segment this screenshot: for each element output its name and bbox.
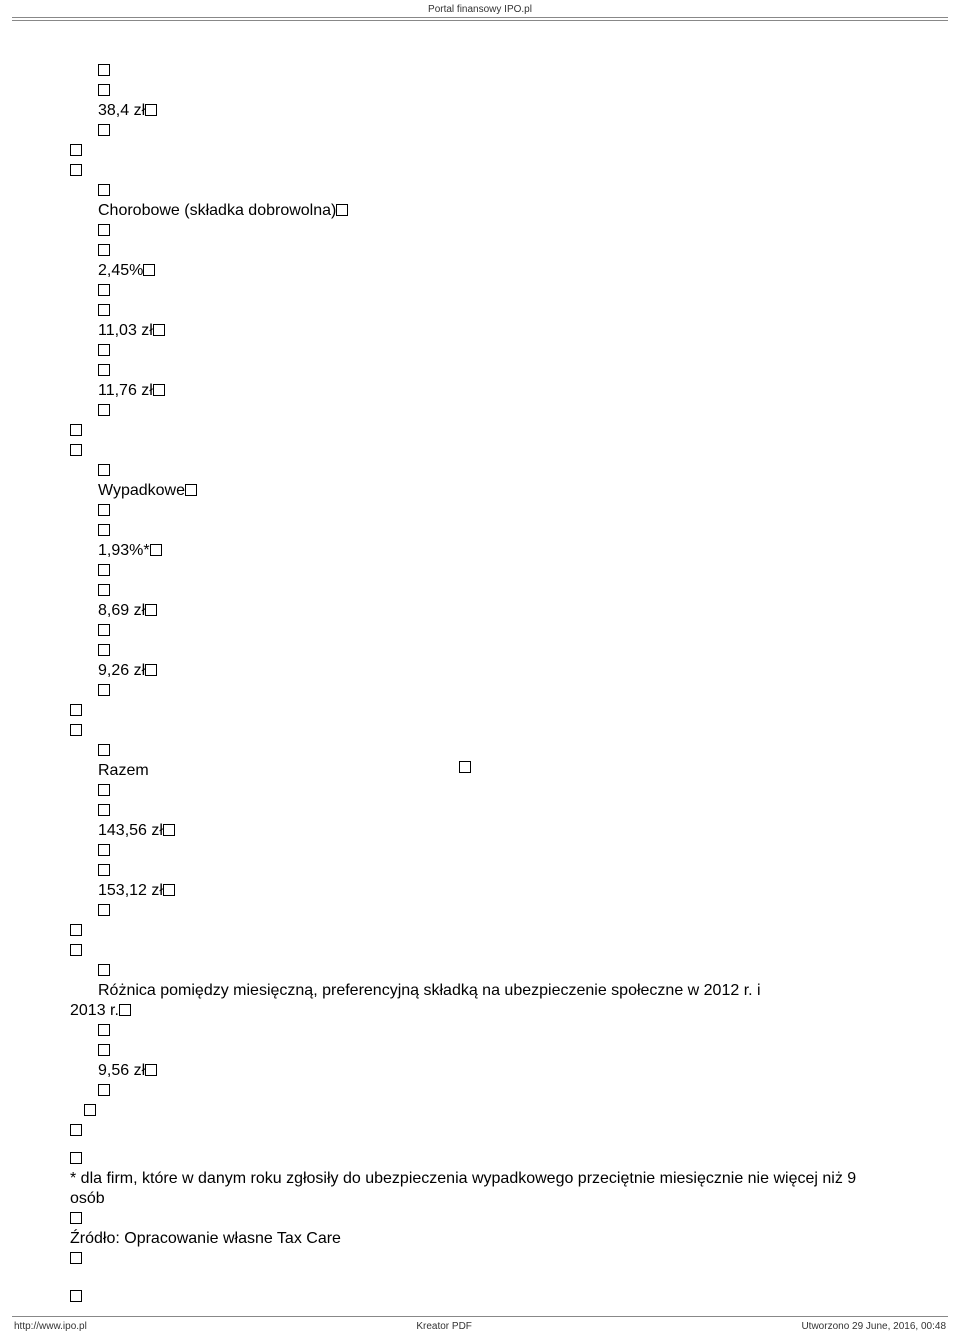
label-text: 2013 r. bbox=[70, 1002, 119, 1019]
box-icon bbox=[98, 864, 110, 876]
box-icon bbox=[70, 1290, 82, 1302]
box-icon bbox=[163, 824, 175, 836]
box-icon bbox=[98, 504, 110, 516]
box-icon bbox=[98, 904, 110, 916]
note-block: * dla firm, które w danym roku zgłosiły … bbox=[70, 1149, 890, 1307]
label-line: Razem bbox=[70, 761, 890, 781]
box-icon bbox=[70, 144, 82, 156]
box-icon bbox=[98, 524, 110, 536]
box-icon bbox=[98, 64, 110, 76]
value-line: 9,56 zł bbox=[70, 1061, 890, 1081]
box-icon bbox=[98, 404, 110, 416]
box-icon bbox=[70, 164, 82, 176]
box-icon bbox=[145, 604, 157, 616]
box-icon bbox=[153, 384, 165, 396]
value-line: 9,26 zł bbox=[70, 661, 890, 681]
box-icon bbox=[98, 1084, 110, 1096]
box-icon bbox=[70, 944, 82, 956]
box-icon bbox=[185, 484, 197, 496]
box-icon bbox=[98, 684, 110, 696]
box-icon bbox=[98, 564, 110, 576]
label-line: Różnica pomiędzy miesięczną, preferencyj… bbox=[70, 981, 890, 1001]
value-text: 143,56 zł bbox=[98, 822, 163, 839]
footnote-text: * dla firm, które w danym roku zgłosiły … bbox=[70, 1169, 890, 1209]
label-line: Chorobowe (składka dobrowolna) bbox=[70, 201, 890, 221]
box-icon bbox=[70, 1124, 82, 1136]
label-text: Różnica pomiędzy miesięczną, preferencyj… bbox=[98, 982, 761, 999]
box-icon bbox=[98, 784, 110, 796]
box-icon bbox=[98, 1044, 110, 1056]
box-icon bbox=[98, 224, 110, 236]
box-icon bbox=[145, 1064, 157, 1076]
value-line: 11,03 zł bbox=[70, 321, 890, 341]
footer: http://www.ipo.pl Kreator PDF Utworzono … bbox=[0, 1316, 960, 1338]
box-icon bbox=[70, 1212, 82, 1224]
label-text: Wypadkowe bbox=[98, 482, 185, 499]
value-text: 11,76 zł bbox=[98, 382, 153, 399]
value-text: 2,45% bbox=[98, 262, 143, 279]
box-icon bbox=[98, 84, 110, 96]
box-icon bbox=[98, 184, 110, 196]
box-icon bbox=[336, 204, 348, 216]
box-icon bbox=[98, 124, 110, 136]
box-icon bbox=[163, 884, 175, 896]
box-icon bbox=[98, 364, 110, 376]
value-line: 8,69 zł bbox=[70, 601, 890, 621]
value-text: 9,56 zł bbox=[98, 1062, 145, 1079]
header-title: Portal finansowy IPO.pl bbox=[0, 0, 960, 17]
box-icon bbox=[459, 761, 471, 773]
box-icon bbox=[98, 964, 110, 976]
footer-right: Utworzono 29 June, 2016, 00:48 bbox=[801, 1321, 946, 1332]
box-icon bbox=[70, 724, 82, 736]
label-text: Razem bbox=[98, 761, 149, 781]
box-icon bbox=[98, 804, 110, 816]
box-icon bbox=[98, 284, 110, 296]
box-icon bbox=[119, 1004, 131, 1016]
box-icon bbox=[145, 104, 157, 116]
source-text: Źródło: Opracowanie własne Tax Care bbox=[70, 1229, 890, 1249]
box-icon bbox=[98, 1024, 110, 1036]
value-line: 143,56 zł bbox=[70, 821, 890, 841]
value-text: 153,12 zł bbox=[98, 882, 163, 899]
page: Portal finansowy IPO.pl 38,4 zł Chorobow… bbox=[0, 0, 960, 1338]
box-icon bbox=[145, 664, 157, 676]
box-icon bbox=[153, 324, 165, 336]
box-icon bbox=[70, 924, 82, 936]
value-line: 153,12 zł bbox=[70, 881, 890, 901]
box-icon bbox=[98, 644, 110, 656]
value-line: 11,76 zł bbox=[70, 381, 890, 401]
box-icon bbox=[98, 844, 110, 856]
header-rule-1 bbox=[12, 17, 948, 18]
footer-center: Kreator PDF bbox=[416, 1321, 472, 1332]
box-icon bbox=[70, 704, 82, 716]
value-text: 11,03 zł bbox=[98, 322, 153, 339]
value-line: 38,4 zł bbox=[70, 101, 890, 121]
box-icon bbox=[98, 624, 110, 636]
box-icon bbox=[70, 1252, 82, 1264]
box-icon bbox=[98, 744, 110, 756]
value-text: 8,69 zł bbox=[98, 602, 145, 619]
box-icon bbox=[98, 464, 110, 476]
value-text: 9,26 zł bbox=[98, 662, 145, 679]
box-icon bbox=[84, 1104, 96, 1116]
box-icon bbox=[98, 584, 110, 596]
box-icon bbox=[143, 264, 155, 276]
box-icon bbox=[70, 424, 82, 436]
content: 38,4 zł Chorobowe (składka dobrowolna) 2… bbox=[0, 21, 960, 1307]
value-line: 1,93%* bbox=[70, 541, 890, 561]
label-text: Chorobowe (składka dobrowolna) bbox=[98, 202, 336, 219]
value-text: 38,4 zł bbox=[98, 102, 145, 119]
box-icon bbox=[98, 344, 110, 356]
label-line: 2013 r. bbox=[70, 1001, 890, 1021]
value-text: 1,93%* bbox=[98, 542, 150, 559]
box-icon bbox=[70, 444, 82, 456]
box-icon bbox=[98, 304, 110, 316]
label-line: Wypadkowe bbox=[70, 481, 890, 501]
box-icon bbox=[98, 244, 110, 256]
footer-left: http://www.ipo.pl bbox=[14, 1321, 87, 1332]
value-line: 2,45% bbox=[70, 261, 890, 281]
box-icon bbox=[150, 544, 162, 556]
box-icon bbox=[70, 1152, 82, 1164]
